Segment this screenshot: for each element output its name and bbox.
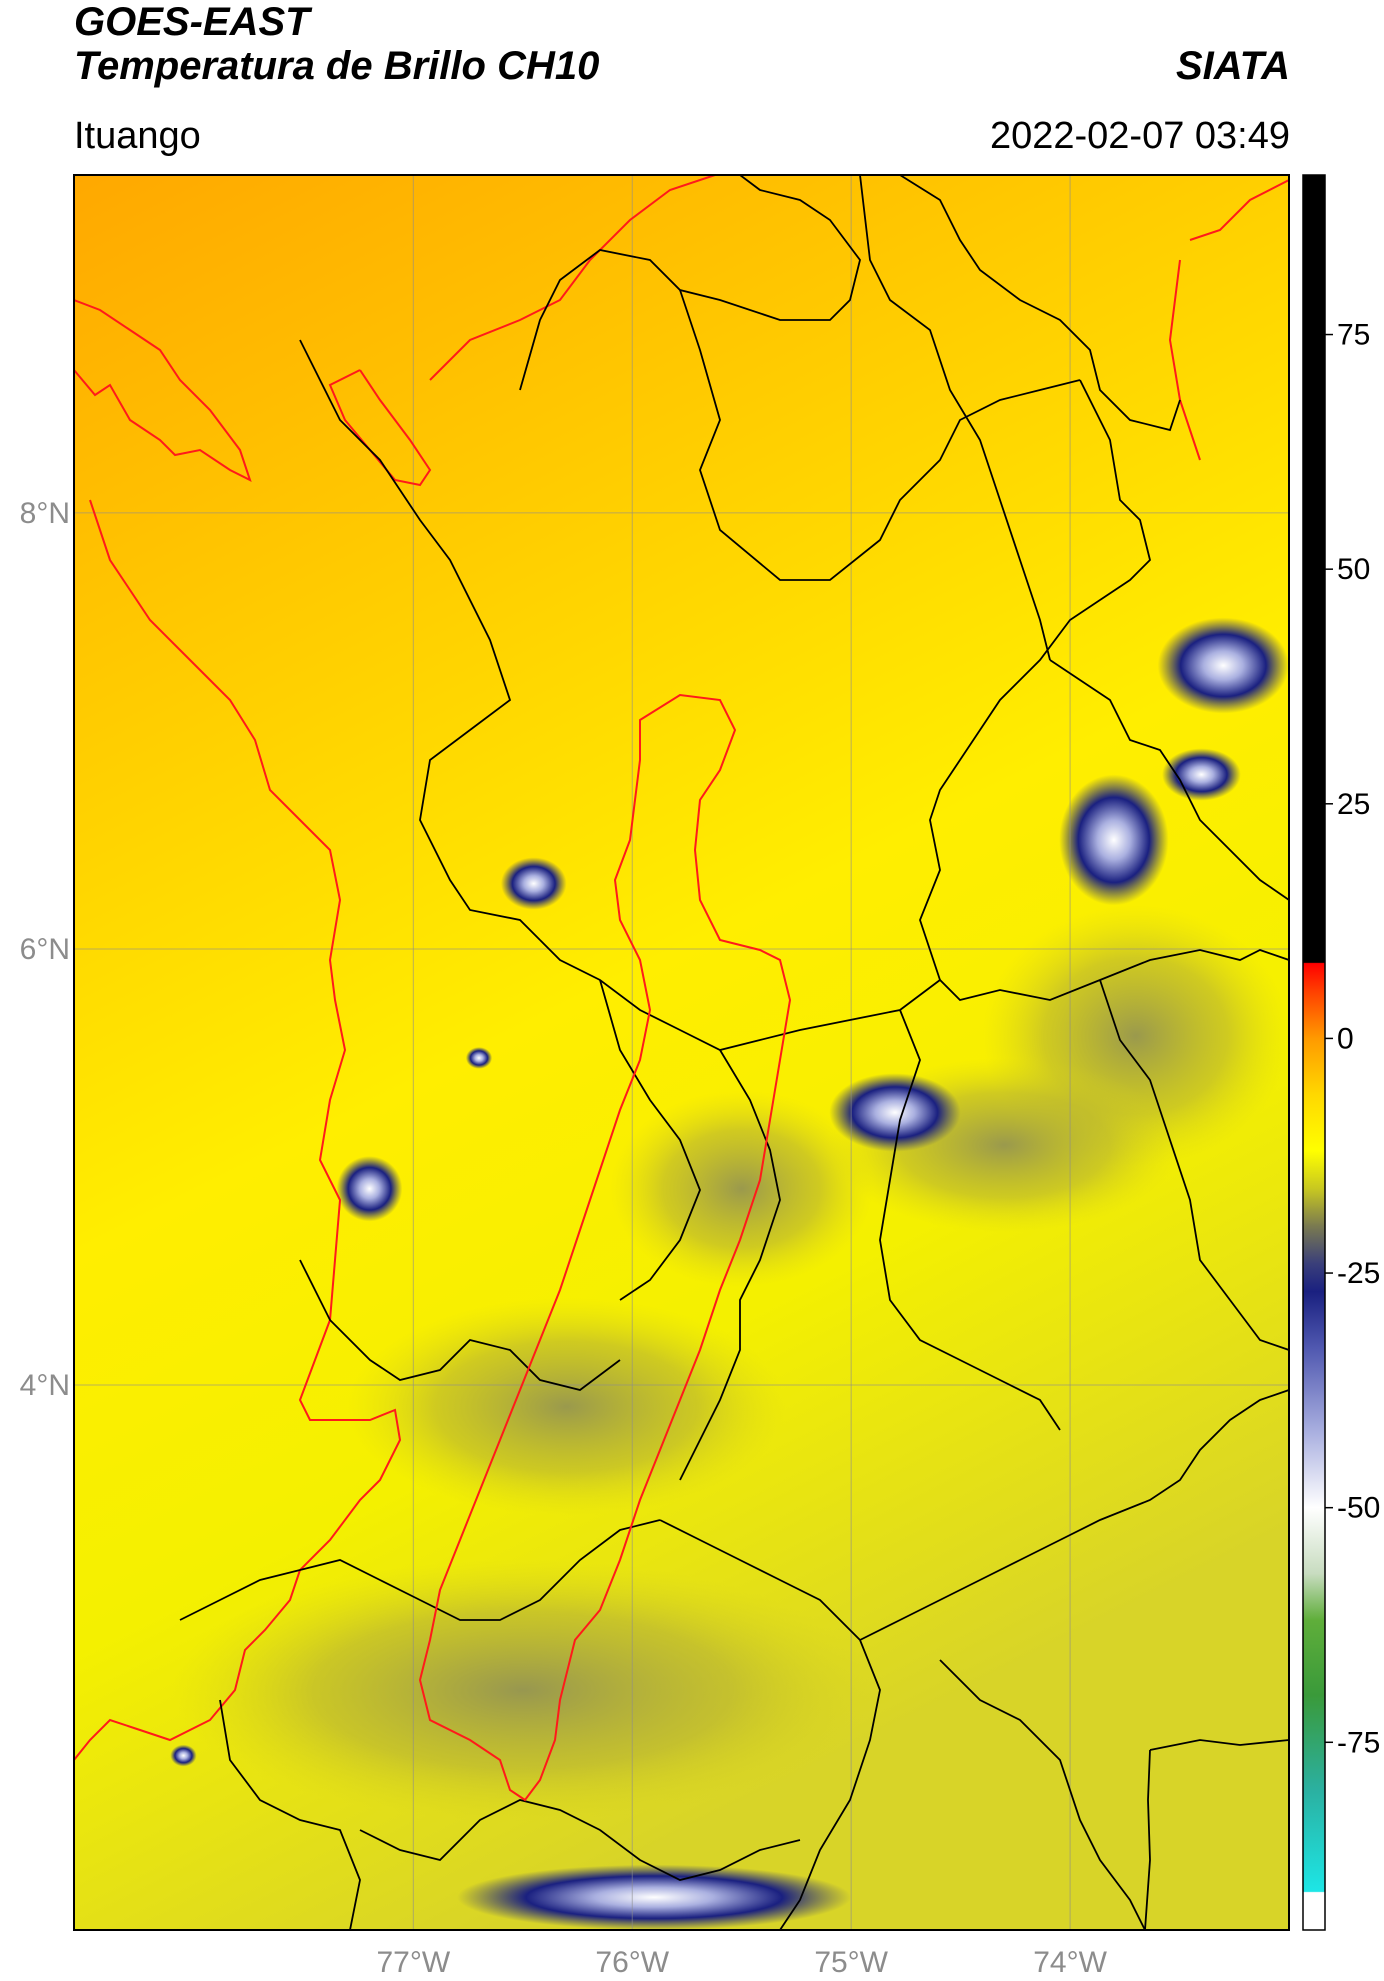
cold-cloud-cell [500,857,567,910]
lat-tick-label: 4°N [20,1369,70,1402]
cold-cloud-cell [829,1073,961,1152]
colorbar-tick-label: -75 [1337,1726,1380,1759]
region-label: Ituango [74,115,201,157]
map-frame [73,174,1290,1931]
lat-tick-label: 8°N [20,497,70,530]
colorbar-tick-label: 0 [1337,1022,1354,1055]
colorbar-tick-label: -50 [1337,1492,1380,1525]
lon-tick-label: 75°W [814,1946,888,1979]
axis-labels: 77°W 76°W 75°W 74°W 8°N 6°N 4°N [20,497,1108,1979]
cold-cloud-cell [457,1864,852,1930]
cold-cloud-cell [465,1047,493,1069]
colorbar-ticks: 75 50 25 0 -25 -50 -75 [1325,319,1380,1759]
cloud-region [172,1559,874,1821]
colorbar-ramp [1302,174,1326,1931]
cold-cloud-cell [1059,774,1169,906]
colorbar-tick-label: -25 [1337,1257,1380,1290]
map-panel: 77°W 76°W 75°W 74°W 8°N 6°N 4°N [20,174,1290,1979]
cold-cloud-cell [1162,748,1241,801]
cold-cloud-cell [1157,617,1289,714]
cold-cloud-cell [170,1744,197,1767]
cloud-layer [172,905,1289,1821]
colorbar: 75 50 25 0 -25 -50 -75 [1302,174,1380,1931]
colorbar-tick-label: 50 [1337,553,1370,586]
datetime-label: 2022-02-07 03:49 [989,115,1290,157]
coastline [74,175,1289,1761]
gridlines [74,175,1289,1930]
lon-tick-label: 76°W [595,1946,669,1979]
administrative-boundaries [179,175,1289,1930]
ituango-basin-boundary [418,693,792,1802]
organization-label: SIATA [1175,44,1290,88]
lat-tick-label: 6°N [20,933,70,966]
lon-tick-label: 77°W [376,1946,450,1979]
cold-cloud-tops-layer [170,617,1289,1930]
cloud-region [610,1090,874,1287]
cold-cloud-cell [336,1156,403,1222]
colorbar-tick-label: 75 [1337,319,1370,352]
lon-tick-label: 74°W [1033,1946,1107,1979]
title-line-2: Temperatura de Brillo CH10 [74,44,600,88]
colorbar-tick-label: 25 [1337,788,1370,821]
title-line-1: GOES-EAST [74,0,310,44]
